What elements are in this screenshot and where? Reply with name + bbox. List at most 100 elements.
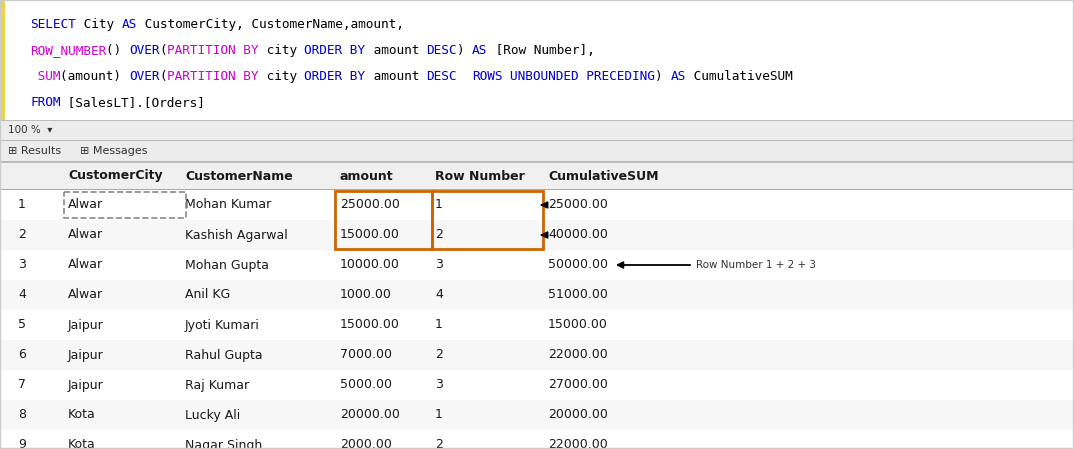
Text: 100 %  ▾: 100 % ▾: [8, 125, 53, 135]
Bar: [0, 140, 1074, 141]
Text: Kashish Agarwal: Kashish Agarwal: [185, 229, 288, 242]
Text: 7: 7: [18, 379, 26, 392]
Text: Kota: Kota: [68, 409, 96, 422]
Bar: [0, 220, 1074, 250]
Text: Alwar: Alwar: [68, 229, 103, 242]
Text: 6: 6: [18, 348, 26, 361]
Text: Jaipur: Jaipur: [68, 348, 104, 361]
Text: [SalesLT].[Orders]: [SalesLT].[Orders]: [60, 96, 205, 109]
Text: Nagar Singh: Nagar Singh: [185, 439, 262, 449]
Text: Rahul Gupta: Rahul Gupta: [185, 348, 263, 361]
Text: Jaipur: Jaipur: [68, 379, 104, 392]
Text: FROM: FROM: [30, 96, 60, 109]
Bar: [0, 339, 1074, 340]
Bar: [432, 191, 543, 249]
Text: [Row Number],: [Row Number],: [488, 44, 594, 57]
Bar: [0, 140, 1074, 162]
Text: DESC: DESC: [426, 44, 458, 57]
Text: amount: amount: [340, 170, 394, 182]
Text: 2: 2: [435, 439, 442, 449]
Text: Mohan Gupta: Mohan Gupta: [185, 259, 268, 272]
Bar: [0, 120, 1074, 140]
Bar: [0, 250, 1074, 280]
Bar: [0, 161, 1074, 162]
Text: OVER: OVER: [129, 44, 160, 57]
Text: amount: amount: [365, 70, 426, 83]
Text: ): ): [458, 44, 473, 57]
Bar: [0, 0, 5, 120]
Text: OVER: OVER: [129, 70, 160, 83]
Text: 50000.00: 50000.00: [548, 259, 608, 272]
Bar: [64, 192, 186, 218]
Text: ): ): [655, 70, 670, 83]
Text: (: (: [160, 44, 168, 57]
Text: Alwar: Alwar: [68, 198, 103, 211]
Text: 5: 5: [18, 318, 26, 331]
Text: 51000.00: 51000.00: [548, 289, 608, 301]
Text: 3: 3: [435, 379, 442, 392]
Text: ROW_NUMBER: ROW_NUMBER: [30, 44, 106, 57]
Text: 40000.00: 40000.00: [548, 229, 608, 242]
Text: 20000.00: 20000.00: [548, 409, 608, 422]
Text: 4: 4: [18, 289, 26, 301]
Bar: [0, 189, 1074, 190]
Text: ⊞ Results: ⊞ Results: [8, 146, 61, 156]
Text: Lucky Ali: Lucky Ali: [185, 409, 241, 422]
Text: PARTITION BY: PARTITION BY: [168, 44, 259, 57]
Text: AS: AS: [670, 70, 686, 83]
Text: 2: 2: [18, 229, 26, 242]
Text: CustomerCity, CustomerName,amount,: CustomerCity, CustomerName,amount,: [136, 18, 404, 31]
Text: DESC: DESC: [426, 70, 458, 83]
Text: city: city: [259, 70, 305, 83]
Text: 2000.00: 2000.00: [340, 439, 392, 449]
Text: 1000.00: 1000.00: [340, 289, 392, 301]
Text: 10000.00: 10000.00: [340, 259, 400, 272]
Text: Mohan Kumar: Mohan Kumar: [185, 198, 272, 211]
Text: amount: amount: [365, 44, 426, 57]
Bar: [0, 310, 1074, 340]
Text: UNBOUNDED PRECEDING: UNBOUNDED PRECEDING: [510, 70, 655, 83]
Text: Raj Kumar: Raj Kumar: [185, 379, 249, 392]
Text: SELECT: SELECT: [30, 18, 76, 31]
Text: 1: 1: [435, 409, 442, 422]
Bar: [0, 340, 1074, 370]
Text: ROWS: ROWS: [473, 70, 503, 83]
Bar: [0, 190, 1074, 449]
Text: Jaipur: Jaipur: [68, 318, 104, 331]
Text: ORDER BY: ORDER BY: [305, 44, 365, 57]
Text: 1: 1: [435, 198, 442, 211]
Bar: [0, 430, 1074, 449]
Text: 20000.00: 20000.00: [340, 409, 400, 422]
Bar: [0, 190, 1074, 220]
Text: CustomerCity: CustomerCity: [68, 170, 162, 182]
Text: Kota: Kota: [68, 439, 96, 449]
Text: 27000.00: 27000.00: [548, 379, 608, 392]
Text: 15000.00: 15000.00: [340, 318, 400, 331]
Bar: [0, 280, 1074, 310]
Text: (amount): (amount): [60, 70, 129, 83]
Bar: [0, 400, 1074, 430]
Text: 2: 2: [435, 229, 442, 242]
Text: (): (): [106, 44, 129, 57]
Text: 3: 3: [18, 259, 26, 272]
Text: (: (: [160, 70, 168, 83]
Text: 8: 8: [18, 409, 26, 422]
Text: 22000.00: 22000.00: [548, 439, 608, 449]
Text: Alwar: Alwar: [68, 259, 103, 272]
Text: 1: 1: [18, 198, 26, 211]
Text: 15000.00: 15000.00: [340, 229, 400, 242]
Text: AS: AS: [121, 18, 136, 31]
Text: 4: 4: [435, 289, 442, 301]
Text: 25000.00: 25000.00: [548, 198, 608, 211]
Text: Row Number: Row Number: [435, 170, 525, 182]
Text: 3: 3: [435, 259, 442, 272]
Text: 9: 9: [18, 439, 26, 449]
Text: 15000.00: 15000.00: [548, 318, 608, 331]
Bar: [0, 370, 1074, 400]
Text: CumulativeSUM: CumulativeSUM: [548, 170, 658, 182]
Bar: [0, 0, 1074, 120]
Bar: [0, 279, 1074, 280]
Text: City: City: [76, 18, 121, 31]
Text: 1: 1: [435, 318, 442, 331]
Text: 7000.00: 7000.00: [340, 348, 392, 361]
